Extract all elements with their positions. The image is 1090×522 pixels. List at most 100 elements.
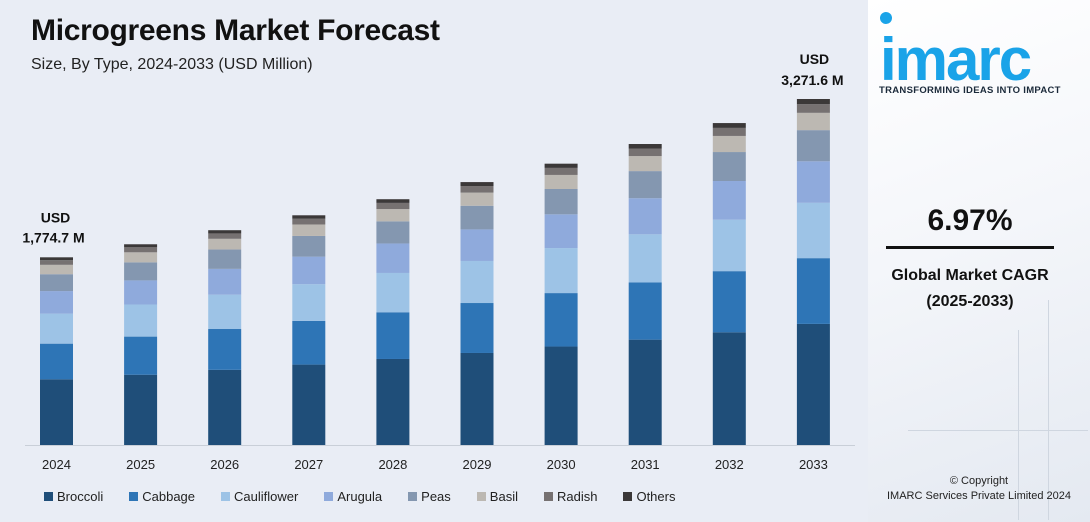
decorative-grid-line [908,430,1088,431]
x-tick-label: 2031 [631,457,660,472]
chart-legend: Broccoli Cabbage Cauliflower Arugula Peas Bas… [44,489,701,504]
bar-segment-radish-2027 [292,218,326,225]
bar-segment-basil-2033 [796,112,830,131]
bar-segment-cabbage-2031 [628,282,662,340]
cagr-value: 6.97% [927,204,1013,237]
bar-segment-radish-2025 [124,247,158,253]
bar-segment-arugula-2033 [796,161,830,203]
bar-segment-others-2025 [124,244,158,248]
bar-segment-broccoli-2029 [460,352,494,445]
logo-dot-icon [880,12,892,24]
legend-swatch [129,492,139,501]
bar-segment-basil-2025 [124,252,158,263]
bar-segment-others-2032 [712,123,746,128]
bar-segment-cauliflower-2025 [124,304,158,337]
legend-label: Cauliflower [234,489,299,504]
bar-segment-others-2033 [796,99,830,105]
bar-segment-others-2026 [208,230,242,234]
bar-segment-basil-2028 [376,209,410,222]
bar-segment-cabbage-2028 [376,312,410,359]
bar-segment-broccoli-2033 [796,323,830,445]
bar-segment-peas-2028 [376,221,410,244]
bar-segment-arugula-2032 [712,181,746,220]
first-value-label: 1,774.7 M [22,229,84,245]
bar-segment-arugula-2024 [40,291,73,314]
bar-segment-basil-2027 [292,224,326,236]
bar-segment-cauliflower-2033 [796,202,830,259]
legend-label: Cabbage [142,489,196,504]
legend-swatch [408,492,418,501]
bar-segment-cabbage-2029 [460,303,494,353]
bar-segment-peas-2025 [124,262,158,281]
x-tick-label: 2029 [463,457,492,472]
bar-segment-cabbage-2033 [796,258,830,324]
cagr-label-line1: Global Market CAGR [891,267,1049,284]
legend-item-cabbage: Cabbage [129,489,195,504]
legend-item-cauliflower: Cauliflower [221,489,298,504]
bar-segment-cauliflower-2027 [292,284,326,321]
legend-item-others: Others [623,489,675,504]
bar-segment-cauliflower-2024 [40,313,73,344]
bar-segment-cauliflower-2028 [376,272,410,313]
bar-segment-radish-2029 [460,186,494,193]
bar-segment-basil-2026 [208,238,242,250]
bar-segment-others-2028 [376,199,410,203]
bar-segment-peas-2024 [40,274,73,292]
bar-segment-peas-2029 [460,205,494,230]
last-value-label: 3,271.6 M [781,72,843,88]
bar-segment-arugula-2029 [460,229,494,261]
bar-segment-broccoli-2031 [628,339,662,445]
bar-segment-peas-2031 [628,171,662,199]
decorative-grid-line [1048,300,1049,520]
bar-segment-broccoli-2024 [40,379,73,445]
bar-segment-others-2027 [292,215,326,219]
bar-segment-broccoli-2032 [712,332,746,445]
bar-segment-cauliflower-2032 [712,219,746,272]
bar-segment-cabbage-2024 [40,343,73,380]
last-value-prefix: USD [800,51,830,67]
brand-panel [868,0,1090,522]
legend-label: Basil [489,489,518,504]
bar-segment-broccoli-2030 [544,346,578,445]
bar-segment-arugula-2027 [292,256,326,285]
x-tick-label: 2024 [42,457,71,472]
bar-segment-radish-2026 [208,233,242,239]
legend-item-basil: Basil [476,489,518,504]
bar-segment-others-2030 [544,163,578,168]
bar-segment-broccoli-2026 [208,369,242,445]
legend-label: Arugula [337,489,383,504]
bar-segment-radish-2031 [628,148,662,157]
bar-segment-cabbage-2026 [208,329,242,370]
bar-segment-peas-2033 [796,130,830,162]
bar-segment-basil-2030 [544,174,578,190]
first-value-prefix: USD [41,209,71,225]
bar-segment-radish-2028 [376,202,410,210]
bar-segment-cauliflower-2026 [208,294,242,330]
x-tick-label: 2027 [294,457,323,472]
bar-segment-arugula-2031 [628,198,662,235]
legend-item-peas: Peas [408,489,451,504]
bar-segment-peas-2027 [292,235,326,257]
legend-item-radish: Radish [543,489,597,504]
brand-tagline: TRANSFORMING IDEAS INTO IMPACT [879,85,1061,96]
copyright-line1: © Copyright [949,475,1009,487]
x-tick-label: 2026 [210,457,239,472]
legend-swatch [324,492,334,501]
bar-segment-cabbage-2030 [544,293,578,347]
copyright-line2: IMARC Services Private Limited 2024 [886,490,1071,502]
bar-segment-cauliflower-2031 [628,234,662,283]
bar-segment-radish-2030 [544,167,578,175]
bar-segment-radish-2024 [40,260,73,265]
imarc-logo: imarc [880,26,1032,93]
bar-segment-basil-2032 [712,135,746,153]
legend-item-broccoli: Broccoli [44,489,103,504]
bar-segment-peas-2032 [712,152,746,182]
bar-segment-cauliflower-2029 [460,260,494,304]
bar-segment-peas-2026 [208,249,242,269]
bar-segment-arugula-2028 [376,243,410,273]
x-tick-label: 2028 [378,457,407,472]
legend-swatch [476,492,486,501]
bar-segment-arugula-2026 [208,268,242,295]
legend-label: Peas [421,489,451,504]
legend-swatch [543,492,553,501]
